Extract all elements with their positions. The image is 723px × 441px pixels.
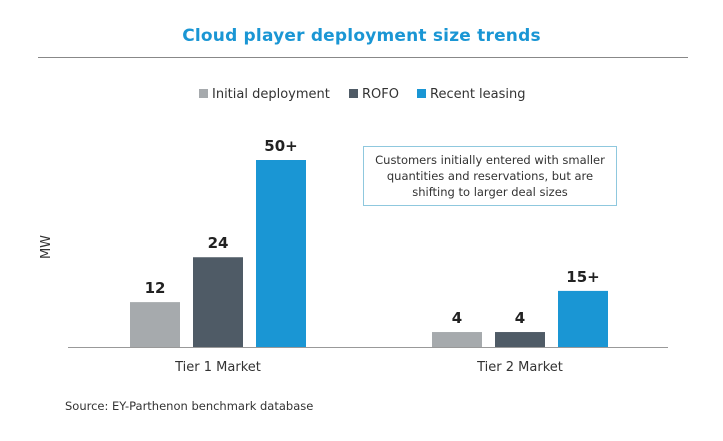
y-axis-label: MW — [39, 235, 54, 259]
data-label: 4 — [452, 309, 462, 327]
bar — [495, 332, 545, 347]
bar — [432, 332, 482, 347]
bar — [558, 290, 608, 347]
legend-swatch — [199, 89, 208, 98]
bar — [193, 257, 243, 347]
data-label: 4 — [515, 309, 525, 327]
x-tick-label: Tier 2 Market — [476, 360, 563, 375]
annotation-callout: Customers initially entered with smaller… — [363, 146, 617, 206]
x-tick-label: Tier 1 Market — [174, 360, 261, 375]
legend-label: Recent leasing — [430, 87, 526, 102]
title-divider — [38, 57, 688, 58]
legend-label: ROFO — [362, 87, 399, 102]
data-label: 50+ — [264, 137, 297, 155]
legend-label: Initial deployment — [212, 87, 330, 102]
bar — [130, 302, 180, 347]
chart-title: Cloud player deployment size trends — [182, 26, 541, 46]
data-label: 12 — [145, 279, 166, 297]
legend-swatch — [349, 89, 358, 98]
bar — [256, 160, 306, 347]
legend-swatch — [417, 89, 426, 98]
source-note: Source: EY-Parthenon benchmark database — [65, 399, 314, 413]
data-label: 24 — [208, 234, 229, 252]
data-label: 15+ — [566, 268, 599, 286]
